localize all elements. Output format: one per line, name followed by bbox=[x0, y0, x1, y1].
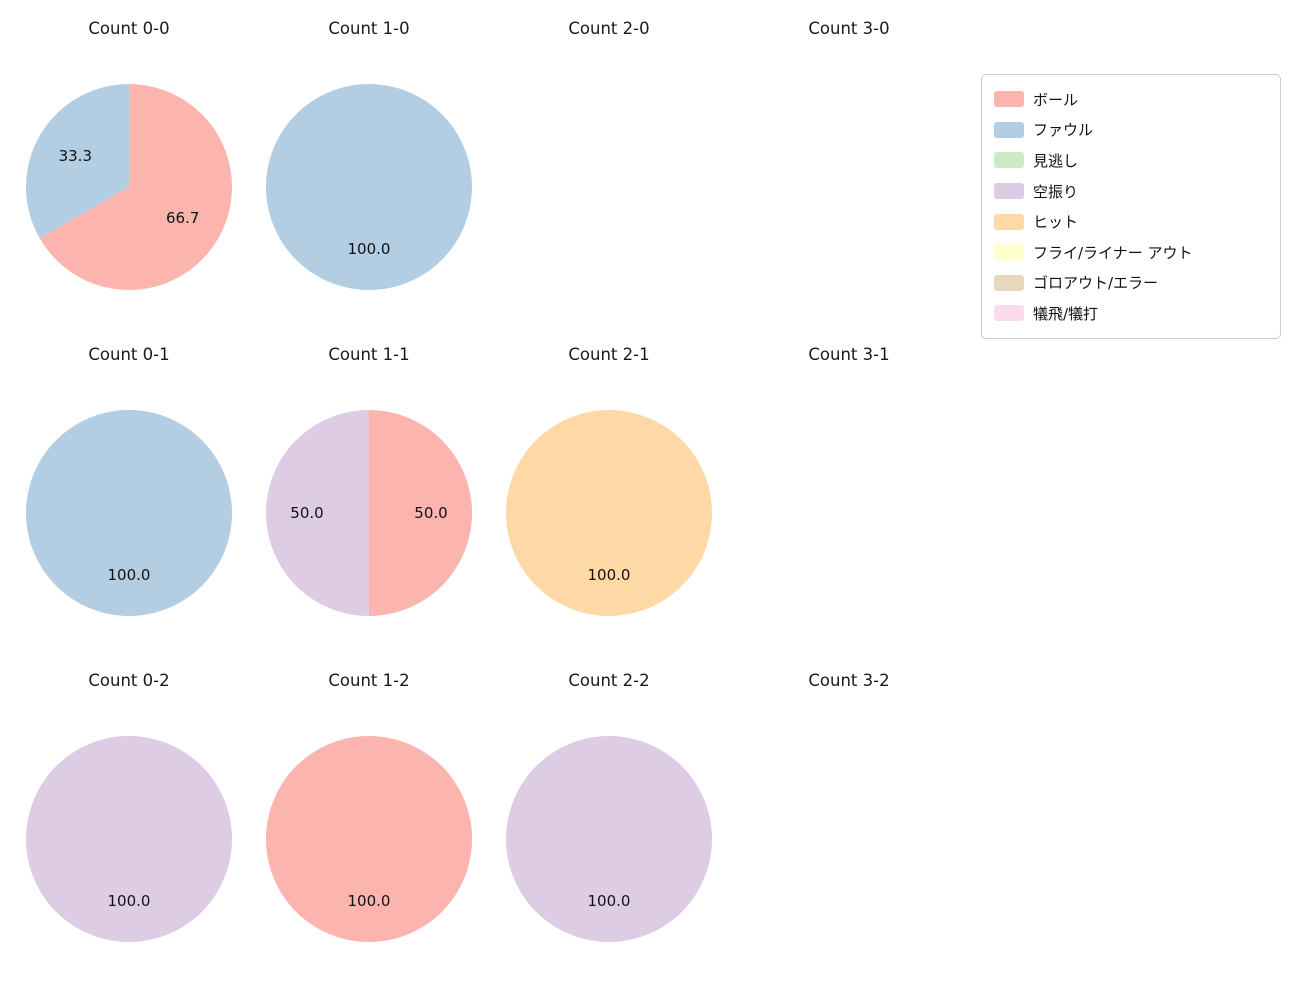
chart-title: Count 3-2 bbox=[808, 671, 890, 690]
chart-title: Count 2-0 bbox=[568, 19, 650, 38]
chart-title: Count 0-0 bbox=[88, 19, 170, 38]
chart-title: Count 3-1 bbox=[808, 345, 890, 364]
pie-slice bbox=[26, 84, 130, 239]
chart-title: Count 2-2 bbox=[568, 671, 650, 690]
pie-value-label: 100.0 bbox=[348, 240, 391, 258]
legend-item: 見逃し bbox=[994, 145, 1268, 176]
pie-value-label: 100.0 bbox=[108, 892, 151, 910]
pie-value-label: 100.0 bbox=[348, 892, 391, 910]
chart-title: Count 2-1 bbox=[568, 345, 650, 364]
chart-title: Count 3-0 bbox=[808, 19, 890, 38]
legend-item: フライ/ライナー アウト bbox=[994, 237, 1268, 268]
legend-swatch bbox=[994, 152, 1024, 169]
pie-value-label: 66.7 bbox=[166, 209, 199, 227]
pie-value-label: 100.0 bbox=[588, 566, 631, 584]
chart-cell-count-2-1: Count 2-1 100.0 bbox=[489, 343, 729, 616]
pie-svg: 100.0 bbox=[506, 410, 712, 616]
chart-cell-count-0-2: Count 0-2 100.0 bbox=[9, 669, 249, 942]
pie: 100.0 bbox=[26, 736, 232, 942]
legend-item: ゴロアウト/エラー bbox=[994, 268, 1268, 299]
pie-svg: 66.7 33.3 bbox=[26, 84, 233, 290]
pie-value-label: 100.0 bbox=[588, 892, 631, 910]
legend-label: ヒット bbox=[1033, 213, 1079, 232]
legend-swatch bbox=[994, 183, 1024, 200]
chart-cell-count-1-1: Count 1-1 50.0 50.0 bbox=[249, 343, 489, 616]
chart-cell-count-0-0: Count 0-0 66.7 33.3 bbox=[9, 17, 249, 290]
pie-slice bbox=[266, 84, 472, 290]
chart-cell-count-3-0: Count 3-0 bbox=[729, 17, 969, 41]
pie-svg: 100.0 bbox=[266, 84, 472, 290]
pie-slice bbox=[39, 84, 233, 290]
chart-title: Count 1-1 bbox=[328, 345, 410, 364]
pie: 100.0 bbox=[266, 736, 472, 942]
pie-slice bbox=[26, 410, 232, 616]
pie-slice bbox=[506, 736, 712, 942]
pie: 100.0 bbox=[266, 84, 472, 290]
pie-value-label: 50.0 bbox=[414, 504, 447, 522]
legend-label: 見逃し bbox=[1033, 151, 1079, 170]
pie-slice bbox=[369, 410, 472, 616]
pie: 100.0 bbox=[26, 410, 232, 616]
chart-cell-count-2-0: Count 2-0 bbox=[489, 17, 729, 41]
legend-item: ボール bbox=[994, 84, 1268, 115]
legend-swatch bbox=[994, 274, 1024, 291]
chart-title: Count 0-1 bbox=[88, 345, 170, 364]
chart-title: Count 0-2 bbox=[88, 671, 170, 690]
legend-swatch bbox=[994, 121, 1024, 138]
pie-svg: 50.0 50.0 bbox=[266, 410, 472, 616]
pie: 66.7 33.3 bbox=[26, 84, 233, 290]
pie: 100.0 bbox=[506, 410, 712, 616]
legend-swatch bbox=[994, 213, 1024, 230]
pie-slice bbox=[266, 410, 369, 616]
pie-svg: 100.0 bbox=[26, 410, 232, 616]
pie-svg: 100.0 bbox=[506, 736, 712, 942]
pie-slice bbox=[506, 410, 712, 616]
legend-swatch bbox=[994, 91, 1024, 108]
chart-cell-count-0-1: Count 0-1 100.0 bbox=[9, 343, 249, 616]
chart-title: Count 1-0 bbox=[328, 19, 410, 38]
pie-svg: 100.0 bbox=[26, 736, 232, 942]
legend: ボールファウル見逃し空振りヒットフライ/ライナー アウト ゴロアウト/エラー 犠飛/… bbox=[981, 74, 1281, 339]
chart-cell-count-3-2: Count 3-2 bbox=[729, 669, 969, 693]
chart-cell-count-2-2: Count 2-2 100.0 bbox=[489, 669, 729, 942]
legend-swatch bbox=[994, 244, 1024, 261]
chart-cell-count-3-1: Count 3-1 bbox=[729, 343, 969, 367]
chart-title: Count 1-2 bbox=[328, 671, 410, 690]
chart-cell-count-1-2: Count 1-2 100.0 bbox=[249, 669, 489, 942]
legend-item: ファウル bbox=[994, 115, 1268, 146]
pie: 50.0 50.0 bbox=[266, 410, 472, 616]
pie-value-label: 50.0 bbox=[290, 504, 323, 522]
pie-slice bbox=[26, 736, 232, 942]
pie-value-label: 100.0 bbox=[108, 566, 151, 584]
legend-label: ボール bbox=[1033, 90, 1079, 109]
pie-value-label: 33.3 bbox=[59, 147, 92, 165]
legend-label: ゴロアウト/エラー bbox=[1033, 274, 1159, 293]
legend-item: 犠飛/犠打 bbox=[994, 298, 1268, 329]
pie-svg: 100.0 bbox=[266, 736, 472, 942]
legend-label: 空振り bbox=[1033, 182, 1079, 201]
legend-item: ヒット bbox=[994, 206, 1268, 237]
legend-label: ファウル bbox=[1033, 121, 1094, 140]
pie: 100.0 bbox=[506, 736, 712, 942]
legend-label: 犠飛/犠打 bbox=[1033, 304, 1099, 323]
legend-item: 空振り bbox=[994, 176, 1268, 207]
chart-cell-count-1-0: Count 1-0 100.0 bbox=[249, 17, 489, 290]
legend-swatch bbox=[994, 305, 1024, 322]
legend-label: フライ/ライナー アウト bbox=[1033, 243, 1193, 262]
pie-slice bbox=[266, 736, 472, 942]
